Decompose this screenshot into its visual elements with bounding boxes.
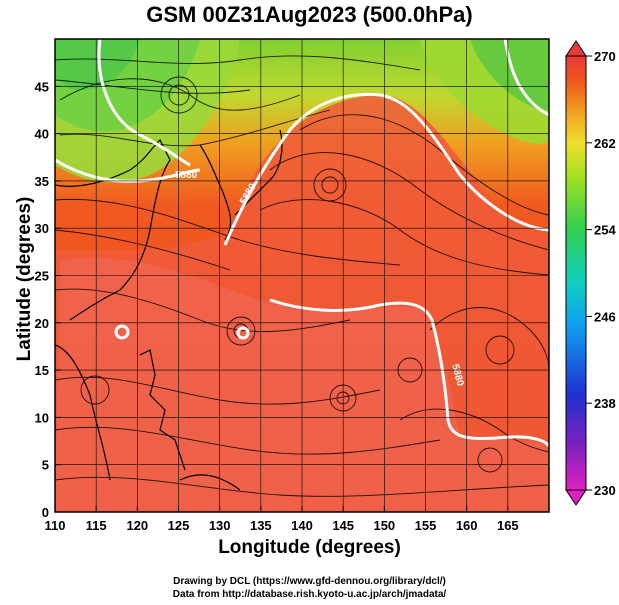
colorbar-tick-label: 238 <box>594 396 616 411</box>
y-axis: 0 5 10 15 20 25 30 35 40 45 <box>35 79 61 520</box>
x-tick-label: 140 <box>291 518 313 533</box>
x-tick-label: 135 <box>250 518 272 533</box>
credit-data-source: Data from http://database.rish.kyoto-u.a… <box>172 589 447 600</box>
y-tick-label: 45 <box>35 79 49 94</box>
y-tick-label: 40 <box>35 127 49 142</box>
y-tick-label: 25 <box>35 269 49 284</box>
colorbar-tick-label: 246 <box>594 309 616 324</box>
y-axis-label: Latitude (degrees) <box>14 196 35 362</box>
y-tick-label: 0 <box>42 505 49 520</box>
x-tick-label: 115 <box>86 518 107 533</box>
x-tick-label: 160 <box>456 518 478 533</box>
y-tick-label: 5 <box>42 458 49 473</box>
colorbar-top-arrow <box>565 40 587 57</box>
y-tick-label: 15 <box>35 363 49 378</box>
x-tick-label: 110 <box>45 518 66 533</box>
x-tick-label: 120 <box>126 518 148 533</box>
colorbar-tick-label: 230 <box>594 483 616 498</box>
y-tick-label: 20 <box>35 316 49 331</box>
colorbar: 270 262 254 246 238 230 <box>565 40 616 506</box>
x-axis-label: Longitude (degrees) <box>218 537 401 558</box>
x-tick-label: 150 <box>373 518 395 533</box>
colorbar-bottom-arrow <box>565 489 587 506</box>
colorbar-tick-label: 254 <box>594 223 616 238</box>
gridlines <box>55 39 549 512</box>
x-tick-label: 130 <box>209 518 231 533</box>
x-axis: 110 115 120 125 130 135 140 145 150 155 160 165 <box>45 506 519 533</box>
x-tick-label: 155 <box>415 518 437 533</box>
credit-drawing: Drawing by DCL (https://www.gfd-dennou.o… <box>173 576 446 587</box>
coastlines <box>55 129 283 491</box>
y-tick-label: 30 <box>35 221 49 236</box>
x-tick-label: 165 <box>497 518 519 533</box>
x-tick-label: 125 <box>168 518 190 533</box>
x-tick-label: 145 <box>332 518 354 533</box>
y-tick-label: 10 <box>35 410 49 425</box>
colorbar-tick-label: 262 <box>594 136 616 151</box>
y-tick-label: 35 <box>35 174 49 189</box>
chart-title: GSM 00Z31Aug2023 (500.0hPa) <box>146 2 473 27</box>
contour-label: 5880 <box>175 170 198 181</box>
colorbar-tick-label: 270 <box>594 49 616 64</box>
